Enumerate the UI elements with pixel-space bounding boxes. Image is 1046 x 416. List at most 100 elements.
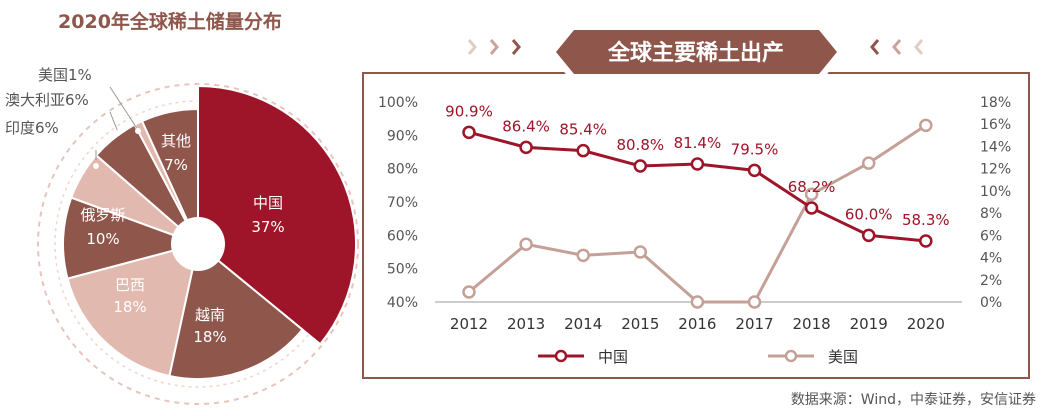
pie-outer-ring <box>37 83 359 405</box>
point-china-2012 <box>462 125 476 140</box>
pie-label-value-2: 18% <box>113 298 146 316</box>
point-china-2019 <box>861 228 876 243</box>
point-us-2018 <box>804 187 819 201</box>
point-us-2016 <box>690 295 705 309</box>
y-left-tick: 100% <box>378 95 418 111</box>
y-right-tick: 16% <box>980 117 1011 133</box>
line-chart-banner: 全球主要稀土出产 <box>550 25 843 80</box>
chevron-left-icon <box>892 39 902 55</box>
banner-title: 全球主要稀土出产 <box>607 40 784 66</box>
pie-chart <box>62 84 357 380</box>
pie-callout-dot-5 <box>115 130 121 136</box>
y-right-tick: 2% <box>980 273 1002 289</box>
x-tick: 2018 <box>793 315 831 333</box>
y-right-tick: 6% <box>980 228 1002 244</box>
y-right-tick: 14% <box>980 139 1011 155</box>
source-note: 数据来源：Wind，中泰证券，安信证券 <box>791 392 1036 408</box>
pie-label-value-0: 37% <box>251 218 284 236</box>
pie-label-name-2: 巴西 <box>115 276 145 294</box>
legend: 中国 美国 <box>538 348 858 366</box>
chevron-right-icon <box>511 39 521 55</box>
legend-us-label: 美国 <box>828 348 858 366</box>
data-label-china-2017: 79.5% <box>731 140 779 158</box>
chevron-right-icon <box>467 39 477 55</box>
data-label-china-2015: 80.8% <box>616 136 664 154</box>
pie-slice-1 <box>168 242 304 380</box>
x-tick: 2012 <box>450 315 488 333</box>
chevron-left-icon <box>914 39 924 55</box>
pie-callout-line-5 <box>109 111 119 133</box>
x-tick: 2016 <box>678 315 716 333</box>
y-right-tick: 0% <box>980 295 1002 311</box>
point-us-2017 <box>747 295 762 309</box>
pie-callout-dot-6 <box>135 128 141 134</box>
chevrons-left <box>467 39 521 55</box>
pie-labels: 中国 37% 越南 18% 巴西 18% 俄罗斯 10% 印度6% 澳大利亚6% 美国1% 其他 7% <box>5 66 285 346</box>
x-tick: 2013 <box>507 315 545 333</box>
pie-slice-2 <box>66 242 200 378</box>
data-label-china-2013: 86.4% <box>502 117 550 135</box>
pie-slice-7 <box>140 107 199 245</box>
pie-label-name-7: 其他 <box>161 132 191 150</box>
y-right-tick: 8% <box>980 206 1002 222</box>
y-right-tick: 18% <box>980 95 1011 111</box>
pie-title: 2020年全球稀土储量分布 <box>58 10 282 33</box>
chevron-left-icon <box>870 39 880 55</box>
pie-label-name-3: 俄罗斯 <box>80 206 125 224</box>
y-right-tick: 12% <box>980 162 1011 178</box>
data-label-china-2019: 60.0% <box>845 205 893 223</box>
y-left-tick: 70% <box>387 195 418 211</box>
y-left-tick: 80% <box>387 162 418 178</box>
pie-callout-label-4: 印度6% <box>5 119 59 137</box>
chevrons-right <box>870 39 924 55</box>
point-china-2013 <box>519 140 533 155</box>
pie-label-value-1: 18% <box>193 328 226 346</box>
x-tick: 2020 <box>907 315 945 333</box>
legend-us-marker <box>784 349 798 363</box>
data-label-china-2020: 58.3% <box>902 211 950 229</box>
point-china-2014 <box>576 143 590 158</box>
point-us-2015 <box>633 245 648 259</box>
pie-callout-dot-4 <box>93 163 99 169</box>
pie-label-value-3: 10% <box>86 230 119 248</box>
data-label-china-2018: 68.2% <box>788 178 836 196</box>
pie-label-value-7: 7% <box>164 156 188 174</box>
y-right-tick: 4% <box>980 251 1002 267</box>
legend-china-marker <box>554 349 568 363</box>
data-label-china-2014: 85.4% <box>559 121 607 139</box>
x-tick: 2015 <box>621 315 659 333</box>
pie-callout-label-5: 澳大利亚6% <box>5 91 89 109</box>
data-label-china-2012: 90.9% <box>445 102 493 120</box>
point-us-2019 <box>861 156 876 170</box>
x-tick: 2014 <box>564 315 602 333</box>
point-china-2015 <box>633 159 648 173</box>
legend-china-label: 中国 <box>598 348 628 366</box>
chevron-right-icon <box>489 39 499 55</box>
point-china-2020 <box>919 234 933 248</box>
pie-label-name-1: 越南 <box>195 306 225 324</box>
pie-center-hole <box>171 217 225 271</box>
banner-shape <box>556 30 837 74</box>
data-label-china-2016: 81.4% <box>674 134 722 152</box>
y-left-tick: 90% <box>387 128 418 144</box>
y-right-tick: 10% <box>980 184 1011 200</box>
point-china-2016 <box>690 157 705 171</box>
pie-label-name-0: 中国 <box>253 194 283 212</box>
pie-slice-3 <box>62 196 202 280</box>
point-us-2014 <box>576 248 590 263</box>
pie-callout-label-6: 美国1% <box>38 66 92 84</box>
point-us-2020 <box>919 118 933 133</box>
point-china-2018 <box>804 201 819 215</box>
point-china-2017 <box>747 163 762 178</box>
point-us-2013 <box>519 237 533 251</box>
y-left-tick: 40% <box>387 295 418 311</box>
x-tick: 2019 <box>850 315 888 333</box>
y-left-tick: 60% <box>387 228 418 244</box>
pie-slice-0 <box>197 84 357 346</box>
x-tick: 2017 <box>735 315 773 333</box>
pie-callout-line-6 <box>109 86 139 131</box>
point-us-2012 <box>462 285 476 299</box>
y-left-tick: 50% <box>387 262 418 278</box>
line-chart: 40% 50% 60% 70% 80% 90% 100% 0% 2% 4% 6% 8% 10% 12% 14… <box>378 95 1011 333</box>
